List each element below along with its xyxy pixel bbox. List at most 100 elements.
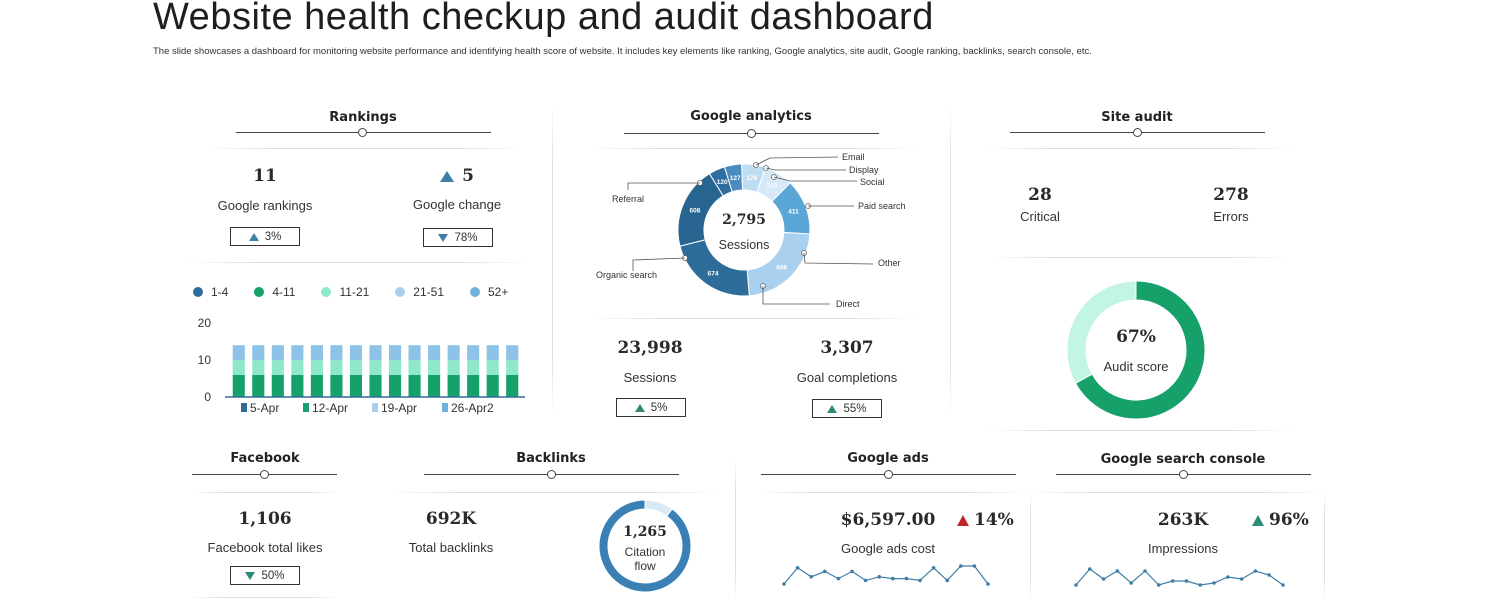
column-divider xyxy=(735,460,736,600)
sparkline-point xyxy=(931,566,936,570)
sparkline-point xyxy=(1253,569,1258,573)
sessions-value: 23,998 xyxy=(617,338,683,358)
bar-segment-52+ xyxy=(349,345,363,360)
goal-completions-label: Goal completions xyxy=(796,370,898,385)
rankings-chart-legend: 1-4 4-11 11-21 21-51 52+ xyxy=(193,285,508,299)
google-ads-cost-value: $6,597.00 xyxy=(840,510,936,530)
bar-segment-11-21 xyxy=(271,360,284,375)
citation-flow-arc xyxy=(598,499,692,593)
google-change-label: Google change xyxy=(412,197,502,212)
sparkline-path xyxy=(783,565,989,585)
google-ads-sparkline xyxy=(782,564,990,586)
facebook-title: Facebook xyxy=(230,451,300,466)
search-console-divider-dot xyxy=(1179,470,1188,479)
site-audit-separator-2 xyxy=(990,257,1290,258)
facebook-divider-dot xyxy=(260,470,269,479)
backlinks-separator xyxy=(390,492,720,493)
bar-segment-4-11 xyxy=(330,374,343,397)
site-audit-separator-3 xyxy=(985,430,1295,431)
google-change-pill-value: 78% xyxy=(454,231,478,244)
google-ads-title: Google ads xyxy=(847,451,929,466)
bar-segment-52+ xyxy=(506,345,519,360)
analytics-title: Google analytics xyxy=(690,109,812,124)
slice-value-label: 176 xyxy=(746,175,757,182)
sparkline-point xyxy=(1088,567,1092,571)
slice-value-label: 213 xyxy=(766,182,777,189)
y-tick-label: 0 xyxy=(204,390,211,404)
slice-value-label: 127 xyxy=(730,175,741,182)
x-legend-swatch xyxy=(303,403,309,412)
bar-segment-4-11 xyxy=(369,374,382,397)
x-tick-label: 19-Apr xyxy=(381,401,417,415)
facebook-likes-label: Facebook total likes xyxy=(207,540,323,555)
backlinks-title: Backlinks xyxy=(516,451,586,466)
impressions-value: 263K xyxy=(1157,510,1209,530)
donut-slice-referral xyxy=(677,173,724,247)
bar-segment-52+ xyxy=(447,345,460,360)
slice-label-email: Email xyxy=(842,152,865,162)
total-backlinks-label: Total backlinks xyxy=(408,540,494,555)
citation-flow-label-line2: flow xyxy=(634,559,656,573)
sparkline-point xyxy=(891,576,895,581)
bar-segment-52+ xyxy=(271,345,284,360)
sparkline-point xyxy=(1239,577,1244,581)
slice-label-paid-search: Paid search xyxy=(858,201,906,211)
sparkline-point xyxy=(1198,583,1202,587)
leader-line xyxy=(773,176,857,182)
x-tick-label: 26-Apr2 xyxy=(451,401,494,415)
site-audit-separator xyxy=(985,148,1295,149)
bar-segment-4-11 xyxy=(232,374,245,397)
bar-segment-4-11 xyxy=(349,374,363,397)
search-console-separator xyxy=(1030,492,1325,493)
audit-score-arc xyxy=(1074,280,1206,420)
sparkline-point xyxy=(959,564,963,568)
audit-score-label: Audit score xyxy=(1103,359,1168,374)
legend-item: 21-51 xyxy=(395,285,444,299)
legend-item: 52+ xyxy=(470,285,508,299)
analytics-separator-2 xyxy=(590,318,920,319)
legend-label: 21-51 xyxy=(413,285,444,299)
google-rankings-value: 11 xyxy=(253,166,277,186)
analytics-divider-dot xyxy=(747,129,756,138)
sessions-donut-center-value: 2,795 xyxy=(722,212,766,228)
x-legend-swatch xyxy=(372,403,378,412)
bar-segment-11-21 xyxy=(486,360,499,375)
rankings-divider-dot xyxy=(358,128,367,137)
facebook-separator xyxy=(190,492,340,493)
leader-line xyxy=(762,286,830,305)
rankings-separator xyxy=(205,148,525,149)
sparkline-point xyxy=(823,569,827,574)
bar-segment-11-21 xyxy=(291,360,304,375)
bar-segment-4-11 xyxy=(291,374,304,397)
analytics-separator xyxy=(590,148,920,149)
bar-segment-4-11 xyxy=(252,374,265,397)
bar-segment-4-11 xyxy=(271,374,284,397)
bar-segment-4-11 xyxy=(388,374,402,397)
bar-segment-11-21 xyxy=(369,360,382,375)
bar-segment-4-11 xyxy=(408,374,421,397)
rankings-bar-chart: 20 10 0 5-Apr 12-Apr 19-Apr 26-Apr2 xyxy=(198,316,525,415)
bar-segment-52+ xyxy=(330,345,343,360)
bar-segment-11-21 xyxy=(447,360,460,375)
slice-value-label: 608 xyxy=(689,207,700,214)
trend-down-icon xyxy=(245,571,256,580)
sparkline-point xyxy=(795,566,800,570)
google-change-value: 5 xyxy=(462,166,474,186)
bar-segment-52+ xyxy=(369,345,382,360)
sparkline-point xyxy=(1226,575,1230,579)
slice-value-label: 120 xyxy=(717,179,728,186)
google-change-stat: 5 xyxy=(397,166,517,186)
sparkline-point xyxy=(1170,579,1175,583)
bar-segment-11-21 xyxy=(349,360,363,375)
sparkline-point xyxy=(918,578,922,583)
trend-down-icon xyxy=(438,233,449,242)
sparkline-point xyxy=(904,576,909,581)
goal-completions-change-value: 55% xyxy=(843,402,867,415)
legend-swatch xyxy=(193,287,203,297)
x-legend-swatch xyxy=(241,403,247,412)
sparkline-point xyxy=(1143,569,1147,573)
y-tick-label: 10 xyxy=(198,353,212,367)
sparkline-point xyxy=(836,576,841,581)
goal-completions-value: 3,307 xyxy=(820,338,874,358)
legend-label: 1-4 xyxy=(211,285,229,299)
